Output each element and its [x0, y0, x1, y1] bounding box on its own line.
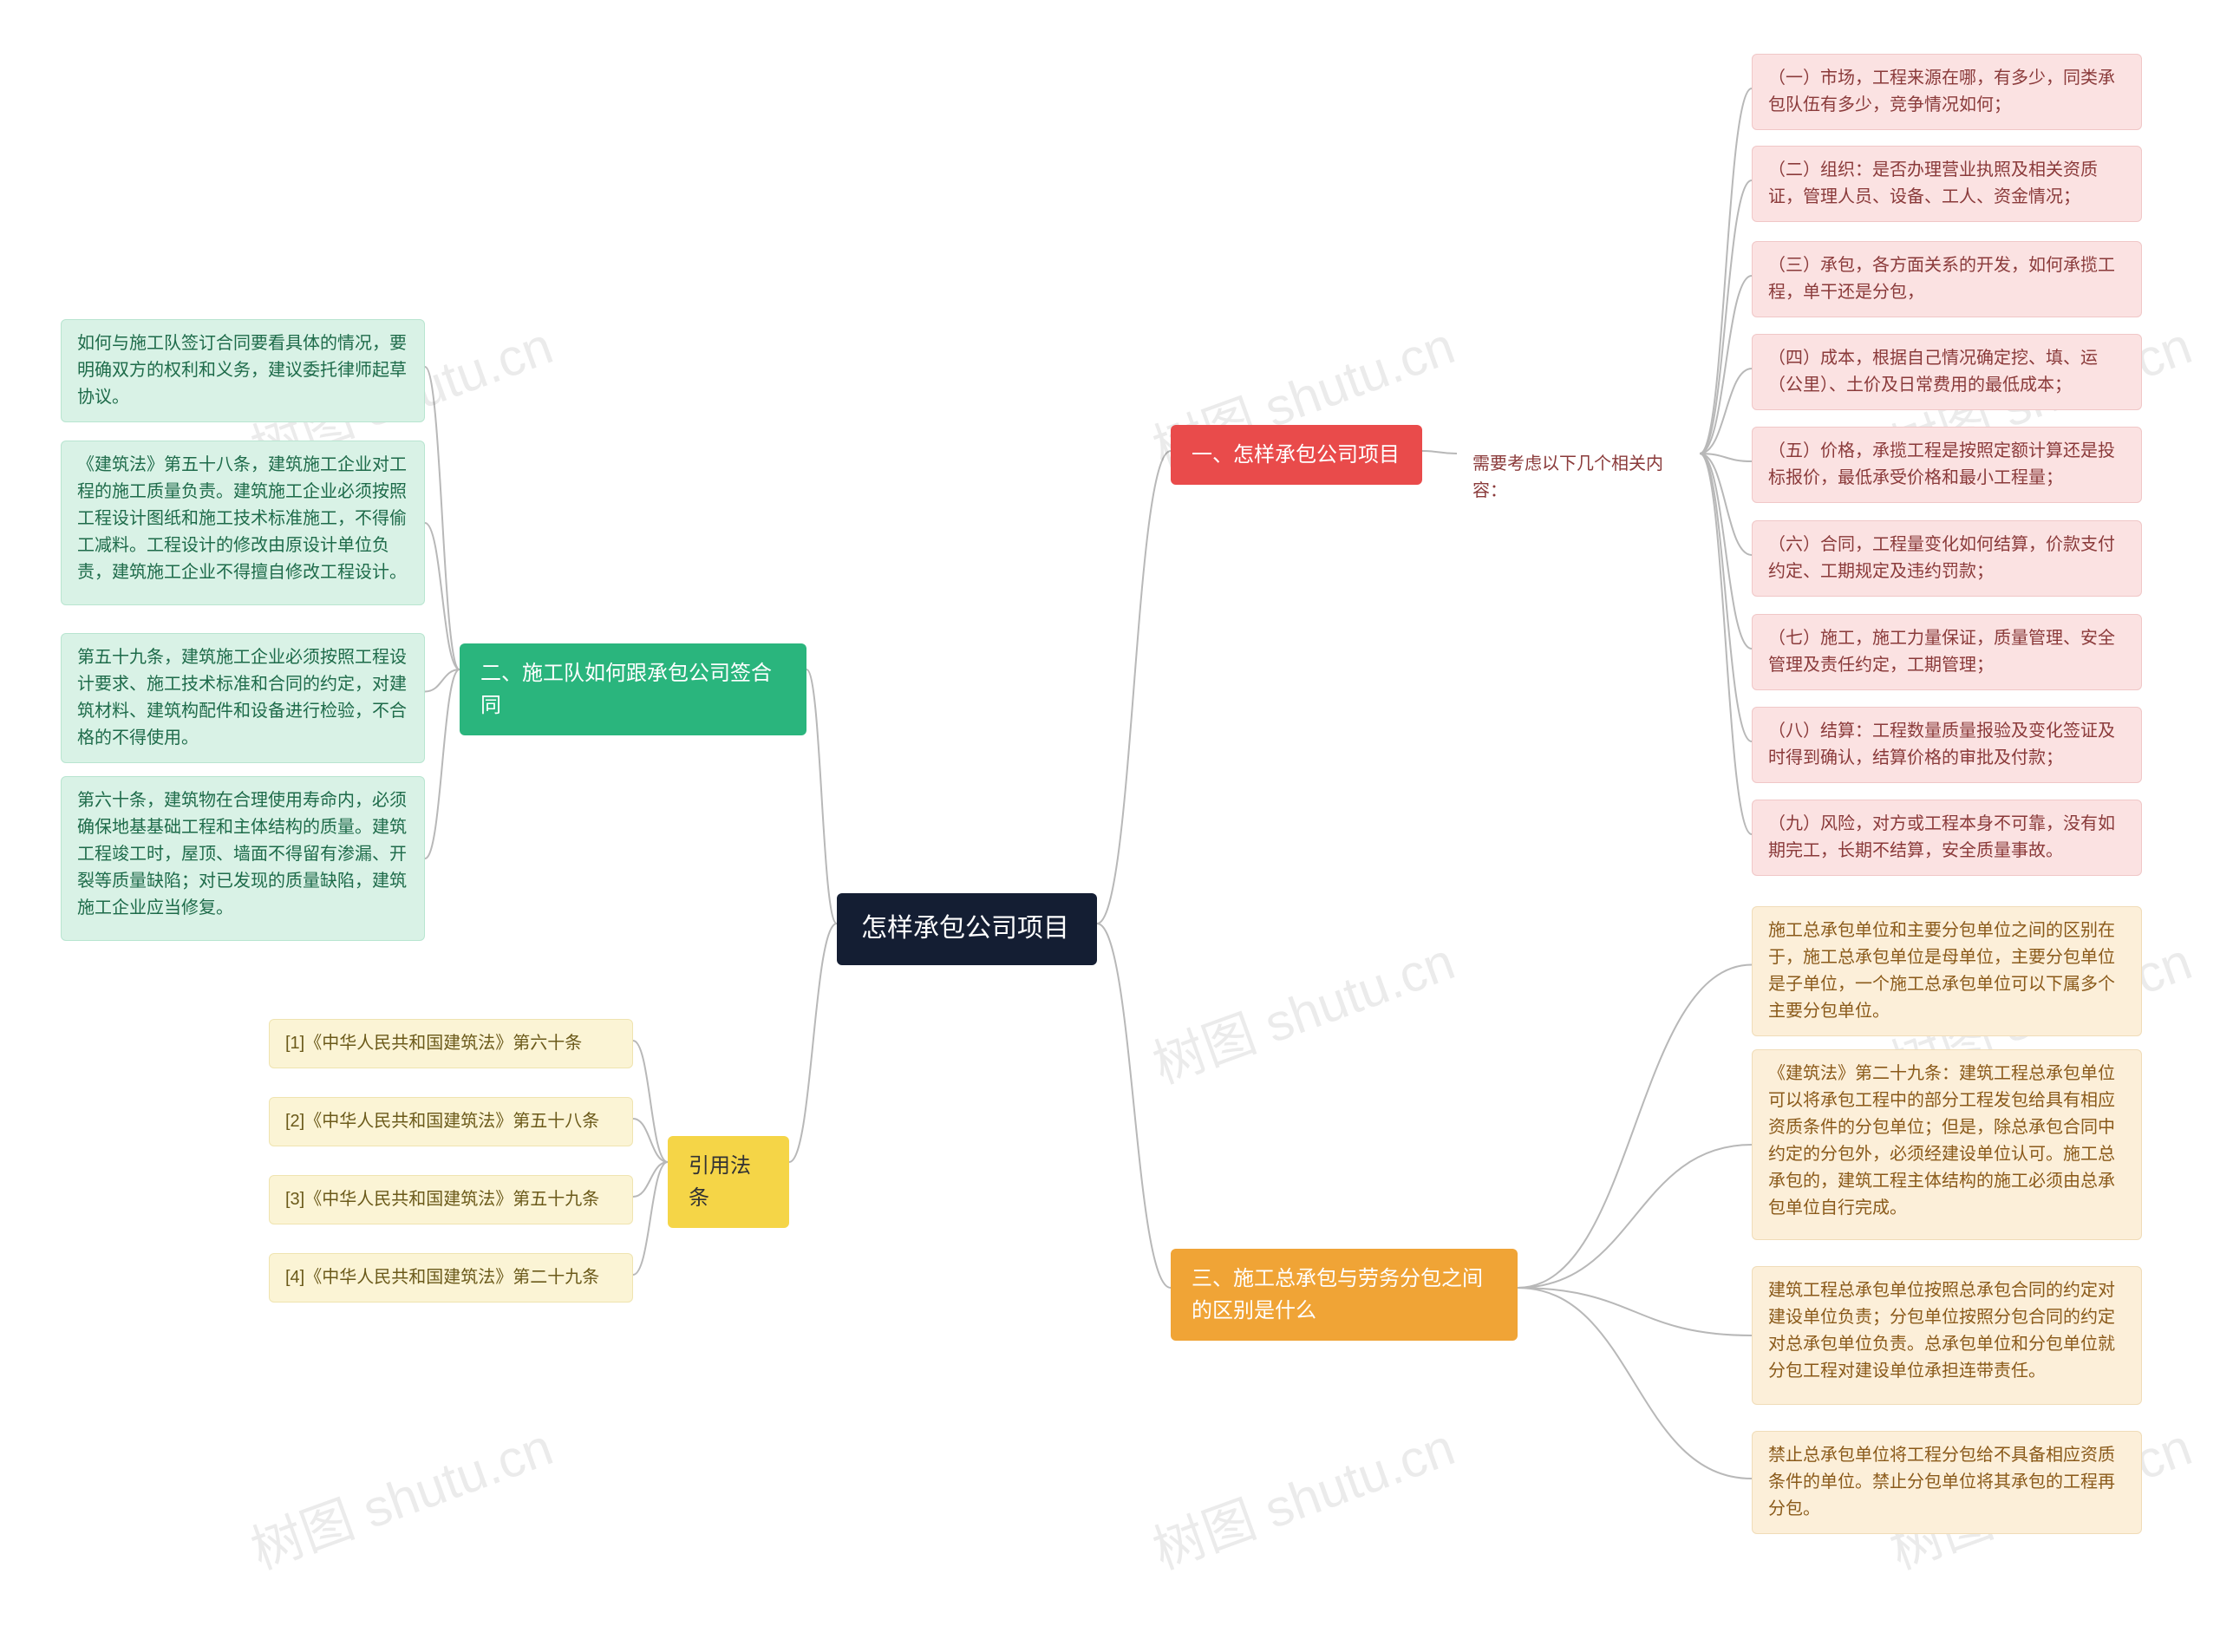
leaf-b2c1-text: 施工总承包单位和主要分包单位之间的区别在于，施工总承包单位是母单位，主要分包单位…	[1768, 921, 2115, 1021]
leaf-b3c4-text: 第六十条，建筑物在合理使用寿命内，必须确保地基基础工程和主体结构的质量。建筑工程…	[77, 791, 407, 917]
leaf-b4c1: [1]《中华人民共和国建筑法》第六十条	[269, 1019, 633, 1068]
leaf-b2c2: 《建筑法》第二十九条：建筑工程总承包单位可以将承包工程中的部分工程发包给具有相应…	[1752, 1049, 2142, 1240]
intermediate-b1i-text: 需要考虑以下几个相关内容：	[1472, 454, 1663, 500]
leaf-b4c3-text: [3]《中华人民共和国建筑法》第五十九条	[285, 1190, 599, 1209]
intermediate-b1i: 需要考虑以下几个相关内容：	[1457, 441, 1700, 515]
leaf-b1c4-text: （四）成本，根据自己情况确定挖、填、运（公里）、土价及日常费用的最低成本；	[1768, 349, 2098, 395]
leaf-b1c9: （九）风险，对方或工程本身不可靠，没有如期完工，长期不结算，安全质量事故。	[1752, 800, 2142, 876]
branch-b4: 引用法条	[668, 1136, 789, 1228]
leaf-b3c3-text: 第五十九条，建筑施工企业必须按照工程设计要求、施工技术标准和合同的约定，对建筑材…	[77, 648, 407, 748]
mindmap-canvas: 树图 shutu.cn树图 shutu.cn树图 shutu.cn树图 shut…	[0, 0, 2220, 1652]
leaf-b1c3-text: （三）承包，各方面关系的开发，如何承揽工程，单干还是分包，	[1768, 256, 2115, 302]
leaf-b1c8: （八）结算：工程数量质量报验及变化签证及时得到确认，结算价格的审批及付款；	[1752, 707, 2142, 783]
leaf-b3c2-text: 《建筑法》第五十八条，建筑施工企业对工程的施工质量负责。建筑施工企业必须按照工程…	[77, 455, 407, 582]
root-node: 怎样承包公司项目	[837, 893, 1097, 965]
branch-b2: 三、施工总承包与劳务分包之间的区别是什么	[1171, 1249, 1518, 1341]
branch-b4-text: 引用法条	[689, 1154, 751, 1210]
watermark: 树图 shutu.cn	[1141, 1405, 1463, 1583]
leaf-b2c3-text: 建筑工程总承包单位按照总承包合同的约定对建设单位负责；分包单位按照分包合同的约定…	[1768, 1281, 2115, 1381]
branch-b2-text: 三、施工总承包与劳务分包之间的区别是什么	[1192, 1267, 1483, 1322]
leaf-b4c2-text: [2]《中华人民共和国建筑法》第五十八条	[285, 1112, 599, 1131]
leaf-b1c5: （五）价格，承揽工程是按照定额计算还是投标报价，最低承受价格和最小工程量；	[1752, 427, 2142, 503]
leaf-b2c2-text: 《建筑法》第二十九条：建筑工程总承包单位可以将承包工程中的部分工程发包给具有相应…	[1768, 1064, 2115, 1218]
leaf-b4c4: [4]《中华人民共和国建筑法》第二十九条	[269, 1253, 633, 1303]
watermark: 树图 shutu.cn	[239, 1405, 561, 1583]
leaf-b1c3: （三）承包，各方面关系的开发，如何承揽工程，单干还是分包，	[1752, 241, 2142, 317]
leaf-b1c7-text: （七）施工，施工力量保证，质量管理、安全管理及责任约定，工期管理；	[1768, 629, 2115, 675]
leaf-b1c7: （七）施工，施工力量保证，质量管理、安全管理及责任约定，工期管理；	[1752, 614, 2142, 690]
leaf-b2c4: 禁止总承包单位将工程分包给不具备相应资质条件的单位。禁止分包单位将其承包的工程再…	[1752, 1431, 2142, 1534]
leaf-b1c1: （一）市场，工程来源在哪，有多少，同类承包队伍有多少，竞争情况如何；	[1752, 54, 2142, 130]
leaf-b1c1-text: （一）市场，工程来源在哪，有多少，同类承包队伍有多少，竞争情况如何；	[1768, 69, 2115, 114]
leaf-b1c9-text: （九）风险，对方或工程本身不可靠，没有如期完工，长期不结算，安全质量事故。	[1768, 814, 2115, 860]
leaf-b2c1: 施工总承包单位和主要分包单位之间的区别在于，施工总承包单位是母单位，主要分包单位…	[1752, 906, 2142, 1036]
branch-b3: 二、施工队如何跟承包公司签合同	[460, 643, 806, 735]
leaf-b1c6-text: （六）合同，工程量变化如何结算，价款支付约定、工期规定及违约罚款；	[1768, 535, 2115, 581]
branch-b1-text: 一、怎样承包公司项目	[1192, 443, 1400, 467]
leaf-b1c2: （二）组织：是否办理营业执照及相关资质证，管理人员、设备、工人、资金情况；	[1752, 146, 2142, 222]
leaf-b1c4: （四）成本，根据自己情况确定挖、填、运（公里）、土价及日常费用的最低成本；	[1752, 334, 2142, 410]
leaf-b1c6: （六）合同，工程量变化如何结算，价款支付约定、工期规定及违约罚款；	[1752, 520, 2142, 597]
leaf-b4c2: [2]《中华人民共和国建筑法》第五十八条	[269, 1097, 633, 1146]
leaf-b2c3: 建筑工程总承包单位按照总承包合同的约定对建设单位负责；分包单位按照分包合同的约定…	[1752, 1266, 2142, 1405]
branch-b1: 一、怎样承包公司项目	[1171, 425, 1422, 485]
leaf-b1c2-text: （二）组织：是否办理营业执照及相关资质证，管理人员、设备、工人、资金情况；	[1768, 160, 2098, 206]
watermark: 树图 shutu.cn	[1141, 919, 1463, 1098]
leaf-b3c1: 如何与施工队签订合同要看具体的情况，要明确双方的权利和义务，建议委托律师起草协议…	[61, 319, 425, 422]
leaf-b3c4: 第六十条，建筑物在合理使用寿命内，必须确保地基基础工程和主体结构的质量。建筑工程…	[61, 776, 425, 941]
leaf-b2c4-text: 禁止总承包单位将工程分包给不具备相应资质条件的单位。禁止分包单位将其承包的工程再…	[1768, 1446, 2115, 1518]
root-text: 怎样承包公司项目	[861, 914, 1069, 943]
leaf-b4c3: [3]《中华人民共和国建筑法》第五十九条	[269, 1175, 633, 1224]
leaf-b1c5-text: （五）价格，承揽工程是按照定额计算还是投标报价，最低承受价格和最小工程量；	[1768, 441, 2115, 487]
branch-b3-text: 二、施工队如何跟承包公司签合同	[480, 662, 772, 717]
leaf-b4c4-text: [4]《中华人民共和国建筑法》第二十九条	[285, 1268, 599, 1287]
leaf-b1c8-text: （八）结算：工程数量质量报验及变化签证及时得到确认，结算价格的审批及付款；	[1768, 722, 2115, 767]
leaf-b3c3: 第五十九条，建筑施工企业必须按照工程设计要求、施工技术标准和合同的约定，对建筑材…	[61, 633, 425, 763]
leaf-b3c2: 《建筑法》第五十八条，建筑施工企业对工程的施工质量负责。建筑施工企业必须按照工程…	[61, 441, 425, 605]
leaf-b4c1-text: [1]《中华人民共和国建筑法》第六十条	[285, 1034, 582, 1053]
leaf-b3c1-text: 如何与施工队签订合同要看具体的情况，要明确双方的权利和义务，建议委托律师起草协议…	[77, 334, 407, 407]
